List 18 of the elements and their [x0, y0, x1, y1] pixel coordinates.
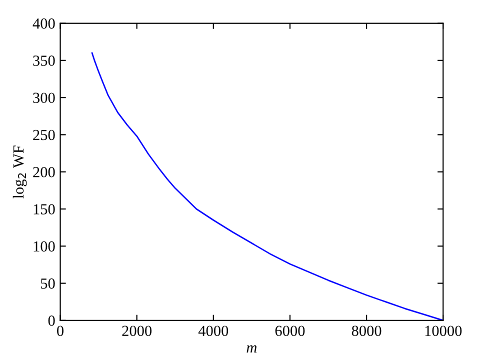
x-axis-title: m [246, 345, 257, 353]
y-tick-label: 350 [33, 56, 55, 66]
y-axis-title: log$_{2}$ WF [12, 146, 27, 198]
x-tick-label: 6000 [275, 326, 305, 336]
x-tick-label: 10000 [425, 326, 462, 336]
x-tick-label: 4000 [198, 326, 228, 336]
y-tick-label: 100 [34, 241, 55, 252]
y-tick-label: 150 [34, 204, 55, 214]
x-tick-label: 8000 [352, 326, 382, 336]
y-tick-label: 250 [33, 130, 55, 140]
x-tick-label: 0 [57, 326, 64, 336]
x-tick-label: 2000 [122, 326, 152, 336]
y-tick-label: 400 [32, 18, 55, 29]
line-series [91, 52, 444, 320]
y-tick-label: 200 [33, 166, 55, 178]
y-tick-label: 300 [33, 92, 55, 104]
y-tick-label: 0 [48, 316, 55, 326]
y-tick-label: 50 [41, 278, 55, 289]
